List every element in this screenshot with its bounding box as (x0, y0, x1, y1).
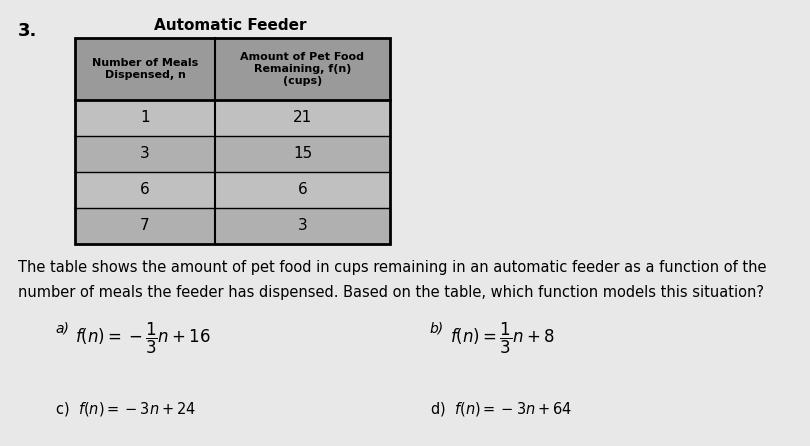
Bar (75, 136, 390, 172)
Bar (75, 172, 390, 208)
Text: $f(n) = -\dfrac{1}{3}n + 16$: $f(n) = -\dfrac{1}{3}n + 16$ (75, 320, 211, 355)
Text: 15: 15 (293, 146, 312, 161)
Text: number of meals the feeder has dispensed. Based on the table, which function mod: number of meals the feeder has dispensed… (18, 285, 764, 300)
Text: d)  $f(n) = -3n + 64$: d) $f(n) = -3n + 64$ (430, 400, 572, 418)
Text: The table shows the amount of pet food in cups remaining in an automatic feeder : The table shows the amount of pet food i… (18, 260, 766, 275)
Text: Amount of Pet Food
Remaining, f(n)
(cups): Amount of Pet Food Remaining, f(n) (cups… (241, 52, 364, 87)
Text: Number of Meals
Dispensed, n: Number of Meals Dispensed, n (92, 58, 198, 80)
Text: b): b) (430, 322, 444, 336)
Text: a): a) (55, 322, 69, 336)
Text: 21: 21 (293, 111, 312, 125)
Text: 7: 7 (140, 219, 150, 234)
Text: $f(n) = \dfrac{1}{3}n + 8$: $f(n) = \dfrac{1}{3}n + 8$ (450, 320, 555, 355)
Text: 3: 3 (297, 219, 307, 234)
Text: 3: 3 (140, 146, 150, 161)
Text: 6: 6 (140, 182, 150, 198)
Bar (75, 100, 390, 136)
Bar (75, 208, 390, 244)
Text: c)  $f(n) = -3n + 24$: c) $f(n) = -3n + 24$ (55, 400, 196, 418)
Text: Automatic Feeder: Automatic Feeder (154, 18, 306, 33)
Text: 3.: 3. (18, 22, 37, 40)
Text: 6: 6 (297, 182, 307, 198)
Text: 1: 1 (140, 111, 150, 125)
Bar (75, 38, 390, 100)
Bar (75, 38, 390, 244)
